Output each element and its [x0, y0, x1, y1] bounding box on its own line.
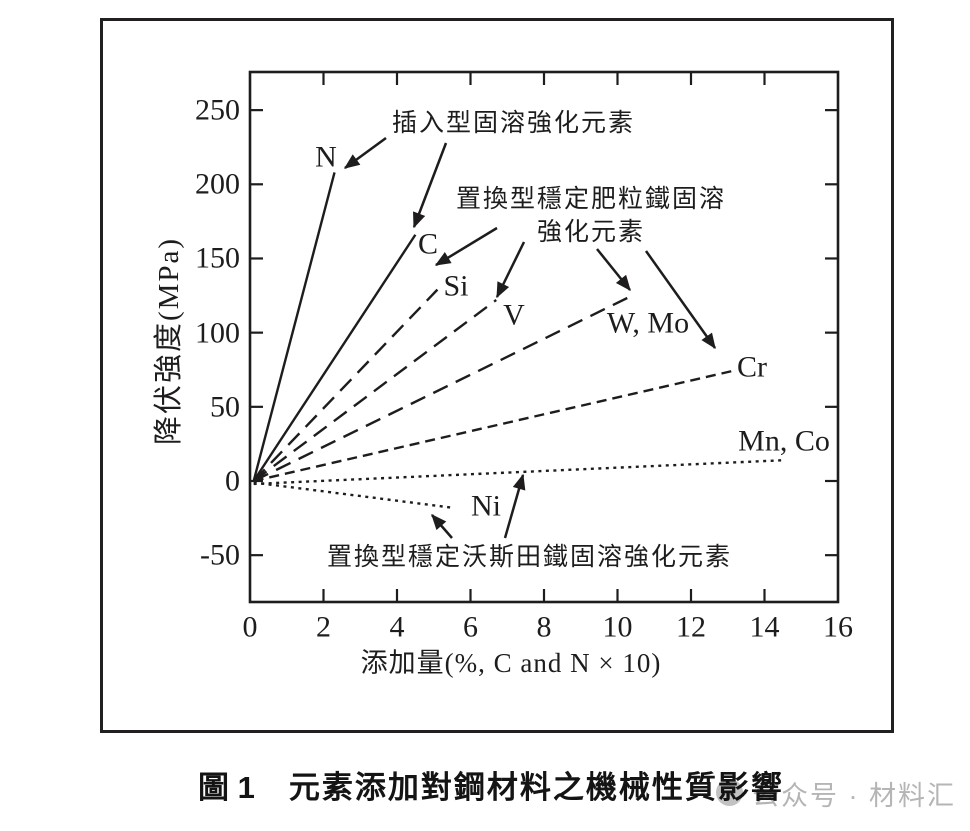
series-line-Si: [252, 288, 439, 482]
annotation-arrow-austenite-stabilizing-substitutional: [503, 473, 526, 539]
watermark-text: 公众号 · 材料汇: [752, 781, 956, 811]
annotation-arrow-interstitial-solid-solution: [343, 136, 387, 170]
annotation-arrow-ferrite-stabilizing-substitutional: [434, 226, 498, 267]
series-line-W-Mo: [253, 294, 633, 483]
watermark-logo-circle: [716, 779, 743, 806]
series-line-Cr: [253, 370, 732, 483]
caption-title: 元素添加對鋼材料之機械性質影響: [288, 770, 784, 805]
series-line-V: [252, 299, 497, 482]
annotation-arrow-ferrite-stabilizing-substitutional: [495, 241, 526, 299]
caption-figure-number: 圖 1: [198, 770, 255, 805]
figure-caption: 圖 1 元素添加對鋼材料之機械性質影響: [198, 762, 784, 807]
series-line-Mn-Co: [253, 459, 783, 486]
series-line-N: [252, 172, 336, 482]
annotation-arrow-ferrite-stabilizing-substitutional: [596, 248, 631, 292]
annotation-arrow-interstitial-solid-solution: [412, 142, 448, 229]
series-line-Ni: [253, 481, 453, 509]
series-line-C: [252, 234, 417, 482]
annotation-arrow-ferrite-stabilizing-substitutional: [644, 250, 717, 350]
figure-frame: [100, 18, 894, 733]
annotation-arrow-austenite-stabilizing-substitutional: [431, 514, 453, 539]
